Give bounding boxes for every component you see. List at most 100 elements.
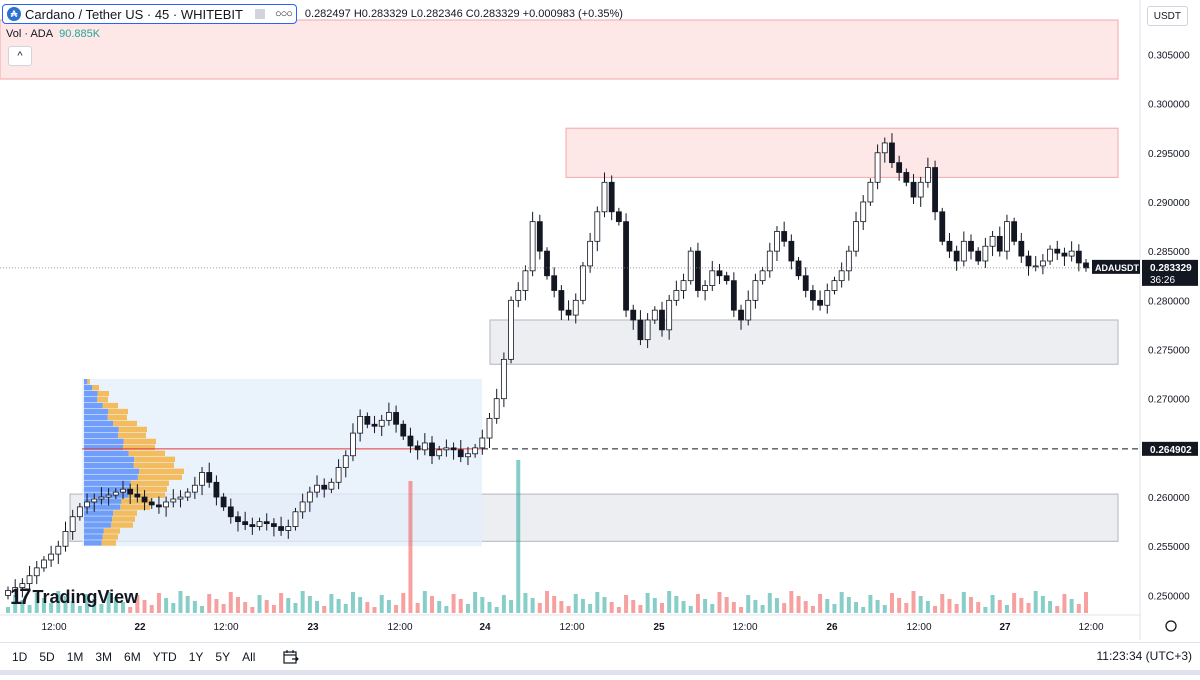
volume-bar (422, 591, 427, 613)
symbol-selector[interactable]: ₳ Cardano / Tether US · 45 · WHITEBIT ○○… (2, 4, 297, 24)
volume-bar (34, 593, 39, 613)
candle-body (946, 240, 953, 252)
volume-bar (77, 606, 82, 613)
volume-bar (911, 591, 916, 613)
candle-body (306, 491, 313, 503)
timeframe-3m[interactable]: 3M (95, 650, 113, 664)
time-tick-label: 12:00 (213, 622, 238, 633)
candle-body (996, 235, 1003, 252)
candle-body (206, 472, 213, 483)
volume-label: Vol · ADA (6, 28, 54, 40)
volume-bar (487, 602, 492, 613)
symbol-title[interactable]: Cardano / Tether US · 45 · WHITEBIT (25, 6, 243, 22)
candle-body (666, 299, 673, 331)
volume-bar (135, 595, 140, 613)
price-axis[interactable]: 0.305000 0.300000 0.295000 0.290000 0.285000… (1092, 0, 1200, 640)
candle-body (429, 442, 435, 457)
currency-button[interactable]: USDT (1146, 6, 1188, 26)
volume-bar (192, 601, 197, 613)
candle-body (1011, 221, 1018, 242)
candle-body (572, 299, 579, 316)
volume-bar (882, 605, 887, 613)
timeframe-1y[interactable]: 1Y (188, 650, 204, 664)
volume-bar (739, 607, 744, 613)
candle-body (191, 484, 198, 493)
candle-body (76, 506, 83, 518)
timeframe-5d[interactable]: 5D (39, 650, 55, 664)
volume-bar (178, 591, 183, 613)
volume-bar (695, 594, 700, 613)
candle-body (515, 290, 522, 301)
timeframe-ytd[interactable]: YTD (152, 650, 177, 664)
profile-row-down (87, 379, 90, 385)
candle-body (213, 481, 220, 498)
volume-bar (674, 596, 679, 613)
volume-bar (760, 605, 765, 613)
volume-bar (1033, 591, 1038, 613)
volume-bar (164, 598, 169, 613)
volume-bar (243, 602, 248, 613)
volume-bar (408, 481, 413, 613)
candle-body (500, 358, 507, 400)
time-tick-label: 12:00 (387, 622, 412, 633)
timeframe-1d[interactable]: 1D (12, 650, 28, 664)
timeframe-all[interactable]: All (242, 650, 256, 664)
volume-bar (868, 595, 873, 613)
price-tick-label: 0.290000 (1148, 198, 1190, 209)
price-tick-label: 0.305000 (1148, 50, 1190, 61)
volume-bar (889, 593, 894, 613)
profile-row-down (102, 402, 118, 409)
volume-bar (703, 599, 708, 613)
timeframe-6m[interactable]: 6M (124, 650, 141, 664)
candle-body (644, 319, 651, 341)
volume-bar (566, 606, 571, 613)
volume-bar (545, 591, 549, 613)
tradingview-text: TradingView (32, 586, 139, 607)
volume-bar (602, 597, 607, 613)
calendar-goto-icon[interactable] (283, 650, 300, 664)
candle-body (33, 567, 40, 577)
timeframe-1m[interactable]: 1M (66, 650, 84, 664)
candle-body (687, 250, 694, 282)
volume-bar (954, 604, 959, 613)
candle-body (680, 280, 687, 291)
volume-legend: Vol · ADA 90.885K (6, 28, 100, 40)
candle-body (436, 449, 443, 457)
collapse-legend-button[interactable]: ^ (8, 46, 32, 66)
volume-bar (624, 595, 629, 613)
candle-body (1004, 221, 1010, 252)
candle-body (242, 521, 249, 525)
resistance-zone (565, 127, 1119, 178)
time-axis[interactable]: 12:00 22 12:00 23 12:00 24 12:00 25 12:00 26 12:00… (0, 614, 1177, 633)
profile-row-up (84, 396, 98, 403)
settings-gear-icon[interactable] (1165, 620, 1177, 632)
volume-bar (688, 606, 693, 613)
candle-body (134, 493, 141, 498)
profile-row-down (118, 432, 146, 439)
hide-legend-icon[interactable] (254, 9, 265, 19)
profile-row-down (108, 408, 128, 415)
volume-bar (120, 602, 125, 613)
more-options-icon[interactable]: ○○○ (274, 8, 293, 20)
level-price-tag (1142, 441, 1198, 456)
volume-bar (293, 603, 298, 613)
volume-bar (997, 600, 1002, 613)
candle-body (558, 290, 565, 311)
candle-body (1061, 252, 1068, 257)
cardano-logo-icon: ₳ (7, 7, 21, 21)
profile-row-up (84, 426, 119, 433)
timeframe-5y[interactable]: 5Y (215, 650, 231, 664)
profile-row-down (110, 522, 133, 528)
volume-bar (818, 594, 823, 613)
volume-bar (379, 595, 384, 613)
horizontal-lines (0, 267, 1140, 450)
clock-timezone[interactable]: 11:23:34 (UTC+3) (1096, 649, 1193, 663)
volume-bar (667, 591, 672, 613)
volume-bar (171, 603, 176, 613)
tradingview-logo[interactable]: 17 TradingView (10, 584, 138, 610)
volume-bar (523, 593, 528, 613)
current-price-tag (1142, 259, 1198, 286)
symbol-price-tag (1092, 259, 1140, 274)
